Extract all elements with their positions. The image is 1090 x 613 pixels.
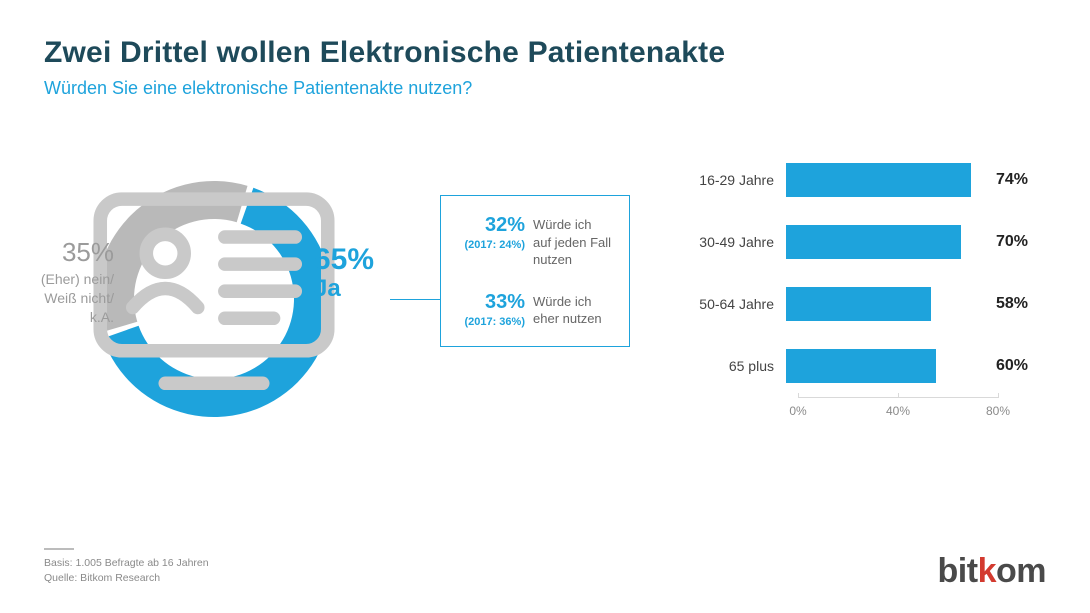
bar-row: 65 plus 60%: [676, 335, 1046, 397]
bar-fill: [786, 287, 931, 321]
breakdown-pct: 32%: [455, 214, 525, 237]
bar-value: 70%: [986, 233, 1028, 251]
bar-fill: [786, 349, 936, 383]
breakdown-prev: (2017: 36%): [455, 316, 525, 328]
page-title: Zwei Drittel wollen Elektronische Patien…: [44, 36, 1046, 70]
breakdown-text: Würde ich auf jeden Fall nutzen: [533, 214, 611, 269]
breakdown-row: 32% (2017: 24%) Würde ich auf jeden Fall…: [455, 214, 615, 269]
bar-axis: 0%40%80%: [798, 397, 998, 427]
bar-label: 65 plus: [676, 358, 786, 374]
breakdown-prev: (2017: 24%): [455, 239, 525, 251]
bar-track: [786, 349, 986, 383]
donut-no-text: (Eher) nein/ Weiß nicht/ k.A.: [4, 270, 114, 327]
footer-basis: Basis: 1.005 Befragte ab 16 Jahren: [44, 556, 209, 572]
donut-chart: [84, 169, 344, 429]
axis-tick-label: 40%: [886, 404, 910, 418]
bar-label: 50-64 Jahre: [676, 296, 786, 312]
footer-rule: [44, 548, 74, 550]
connector-line: [390, 299, 440, 300]
breakdown-box: 32% (2017: 24%) Würde ich auf jeden Fall…: [440, 195, 630, 347]
page-subtitle: Würden Sie eine elektronische Patientena…: [44, 78, 1046, 99]
bar-chart: 16-29 Jahre74%30-49 Jahre70%50-64 Jahre5…: [676, 149, 1046, 427]
content-area: 35% (Eher) nein/ Weiß nicht/ k.A. 65% Ja…: [44, 139, 1046, 539]
infographic-page: Zwei Drittel wollen Elektronische Patien…: [0, 0, 1090, 613]
bar-track: [786, 163, 986, 197]
bar-label: 16-29 Jahre: [676, 172, 786, 188]
donut-yes-pct: 65%: [314, 243, 374, 277]
donut-no-pct: 35%: [4, 237, 114, 268]
footer-source: Quelle: Bitkom Research: [44, 571, 209, 587]
bar-row: 30-49 Jahre 70%: [676, 211, 1046, 273]
bar-value: 74%: [986, 171, 1028, 189]
breakdown-pct: 33%: [455, 291, 525, 314]
bar-label: 30-49 Jahre: [676, 234, 786, 250]
bar-row: 50-64 Jahre 58%: [676, 273, 1046, 335]
donut-no-label: 35% (Eher) nein/ Weiß nicht/ k.A.: [4, 237, 114, 327]
donut-yes-text: Ja: [314, 275, 374, 303]
bar-track: [786, 287, 986, 321]
breakdown-row: 33% (2017: 36%) Würde ich eher nutzen: [455, 291, 615, 328]
id-card-icon: [84, 161, 344, 426]
bar-row: 16-29 Jahre 74%: [676, 149, 1046, 211]
bitkom-logo: bitkom: [938, 552, 1046, 591]
axis-tick-label: 80%: [986, 404, 1010, 418]
axis-tick-label: 0%: [789, 404, 806, 418]
donut-yes-label: 65% Ja: [314, 243, 374, 303]
footer: Basis: 1.005 Befragte ab 16 Jahren Quell…: [44, 548, 209, 588]
bar-value: 58%: [986, 295, 1028, 313]
bar-fill: [786, 225, 961, 259]
breakdown-text: Würde ich eher nutzen: [533, 291, 602, 328]
bar-value: 60%: [986, 357, 1028, 375]
bar-track: [786, 225, 986, 259]
bar-fill: [786, 163, 971, 197]
